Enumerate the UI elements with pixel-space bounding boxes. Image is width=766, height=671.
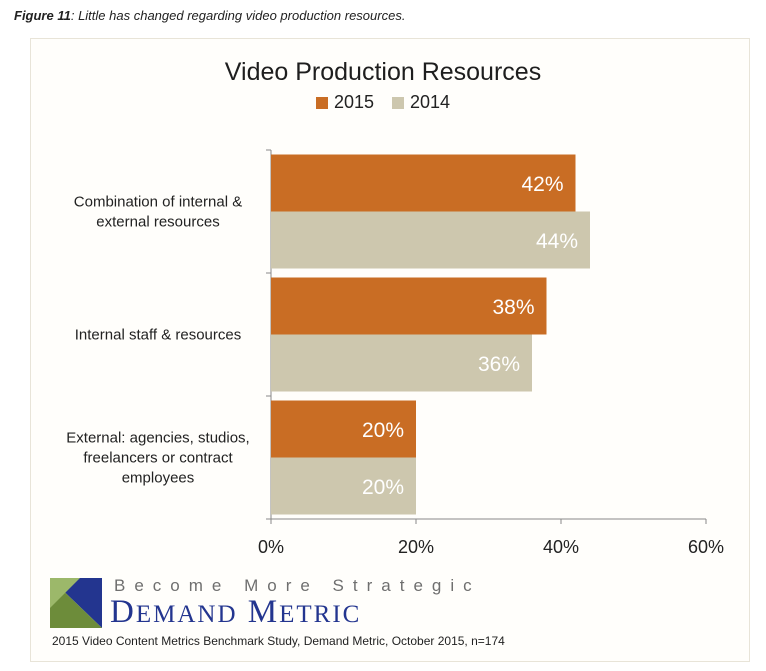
legend-label-2014: 2014: [410, 92, 451, 112]
bar-2015: [271, 154, 576, 212]
category-label: Internal staff & resources: [75, 327, 241, 344]
x-tick-label: 20%: [398, 537, 434, 557]
x-tick-label: 0%: [258, 537, 284, 557]
brand-initial-d: D: [110, 594, 136, 630]
category-label-line: freelancers or contract: [83, 450, 233, 467]
chart-title: Video Production Resources: [224, 58, 542, 86]
data-label-2015: 38%: [492, 296, 534, 319]
category-label-line: employees: [122, 470, 195, 487]
data-label-2015: 20%: [362, 419, 404, 442]
legend-swatch-2015: [315, 96, 328, 109]
legend-item-2015: 2015: [315, 92, 374, 113]
bar-2015: [271, 400, 416, 458]
source-note: 2015 Video Content Metrics Benchmark Stu…: [52, 634, 505, 648]
brand-initial-m: M: [247, 594, 280, 630]
data-label-2015: 42%: [521, 173, 563, 196]
x-tick-label: 60%: [688, 537, 724, 557]
brand-rest-emand: EMAND: [135, 601, 238, 628]
data-label-2014: 20%: [362, 476, 404, 499]
x-tick-label: 40%: [543, 537, 579, 557]
figure-caption: Figure 11: Little has changed regarding …: [14, 8, 405, 23]
figure-number: Figure 11: [14, 8, 71, 23]
legend-swatch-2014: [392, 96, 404, 109]
category-label-line: Internal staff & resources: [75, 327, 241, 344]
bar-2015: [271, 277, 547, 335]
category-label-line: Combination of internal &: [74, 194, 242, 211]
brand-name: DEMAND METRIC: [110, 594, 361, 631]
category-label: External: agencies, studios, freelancers …: [66, 430, 249, 487]
category-label-line: external resources: [96, 214, 219, 231]
bar-2014: [271, 211, 590, 269]
legend-label-2015: 2015: [333, 92, 374, 112]
category-label-line: External: agencies, studios,: [66, 430, 249, 447]
chart-legend: 2015 2014: [0, 92, 766, 113]
legend-item-2014: 2014: [392, 92, 450, 113]
bar-2014: [271, 457, 416, 515]
figure-caption-text: : Little has changed regarding video pro…: [70, 8, 406, 23]
brand-rest-etric: ETRIC: [279, 601, 362, 628]
tagline: Become More Strategic: [114, 576, 481, 595]
demand-metric-logo-icon: [50, 578, 102, 628]
category-label: Combination of internal & external resour…: [74, 194, 242, 231]
data-label-2014: 36%: [478, 353, 520, 376]
data-label-2014: 44%: [536, 230, 578, 253]
bar-2014: [271, 334, 532, 392]
